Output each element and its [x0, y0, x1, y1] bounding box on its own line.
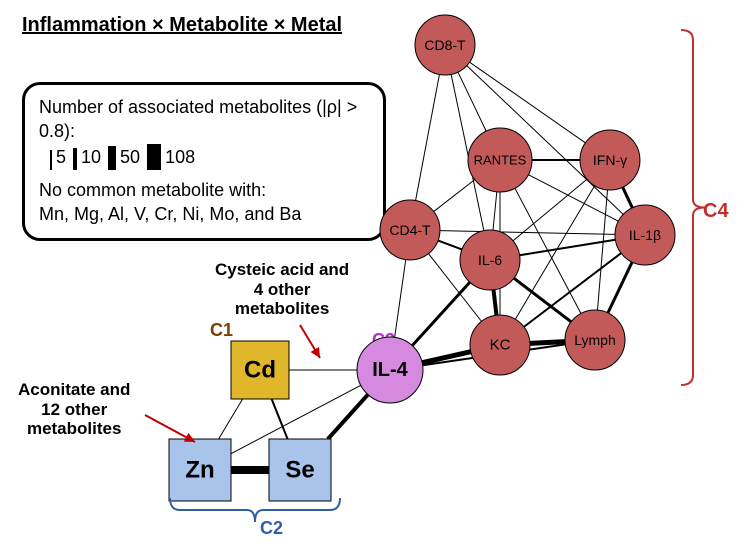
edge: [440, 231, 615, 235]
node-label-il6: IL-6: [478, 252, 502, 268]
node-label-cd4t: CD4-T: [389, 222, 431, 238]
bracket-c2: [170, 498, 340, 522]
edge: [416, 74, 440, 200]
edge: [412, 282, 470, 345]
bracket-c4: [681, 30, 705, 385]
edge: [513, 179, 587, 241]
node-label-il4: IL-4: [372, 359, 408, 381]
node-label-zn: Zn: [185, 457, 214, 484]
edge: [608, 262, 632, 313]
network-graph: CD8-T RANTES IFN-γ CD4-T IL-6 IL-1β KC Lymph IL-…: [0, 0, 747, 550]
edge: [438, 241, 462, 250]
edge: [328, 395, 368, 439]
edge: [597, 190, 607, 310]
node-label-rantes: RANTES: [474, 153, 527, 168]
edge: [395, 260, 406, 338]
edges-group: [219, 62, 633, 470]
node-label-il1b: IL-1β: [629, 227, 661, 243]
edge: [458, 72, 486, 131]
edge: [219, 399, 243, 439]
edge: [434, 180, 475, 212]
node-label-se: Se: [285, 457, 314, 484]
edge: [623, 187, 633, 208]
edge: [272, 399, 288, 439]
edge: [520, 240, 616, 255]
edge: [530, 342, 565, 344]
edge: [514, 278, 571, 322]
node-label-ifng: IFN-γ: [593, 152, 627, 168]
node-label-cd8t: CD8-T: [424, 37, 466, 53]
nodes-group: CD8-T RANTES IFN-γ CD4-T IL-6 IL-1β KC Lymph IL-…: [169, 15, 675, 501]
node-label-lymph: Lymph: [574, 332, 616, 348]
node-label-cd: Cd: [244, 357, 276, 384]
node-label-kc: KC: [490, 337, 511, 354]
edge: [494, 290, 497, 315]
edge: [493, 192, 497, 230]
